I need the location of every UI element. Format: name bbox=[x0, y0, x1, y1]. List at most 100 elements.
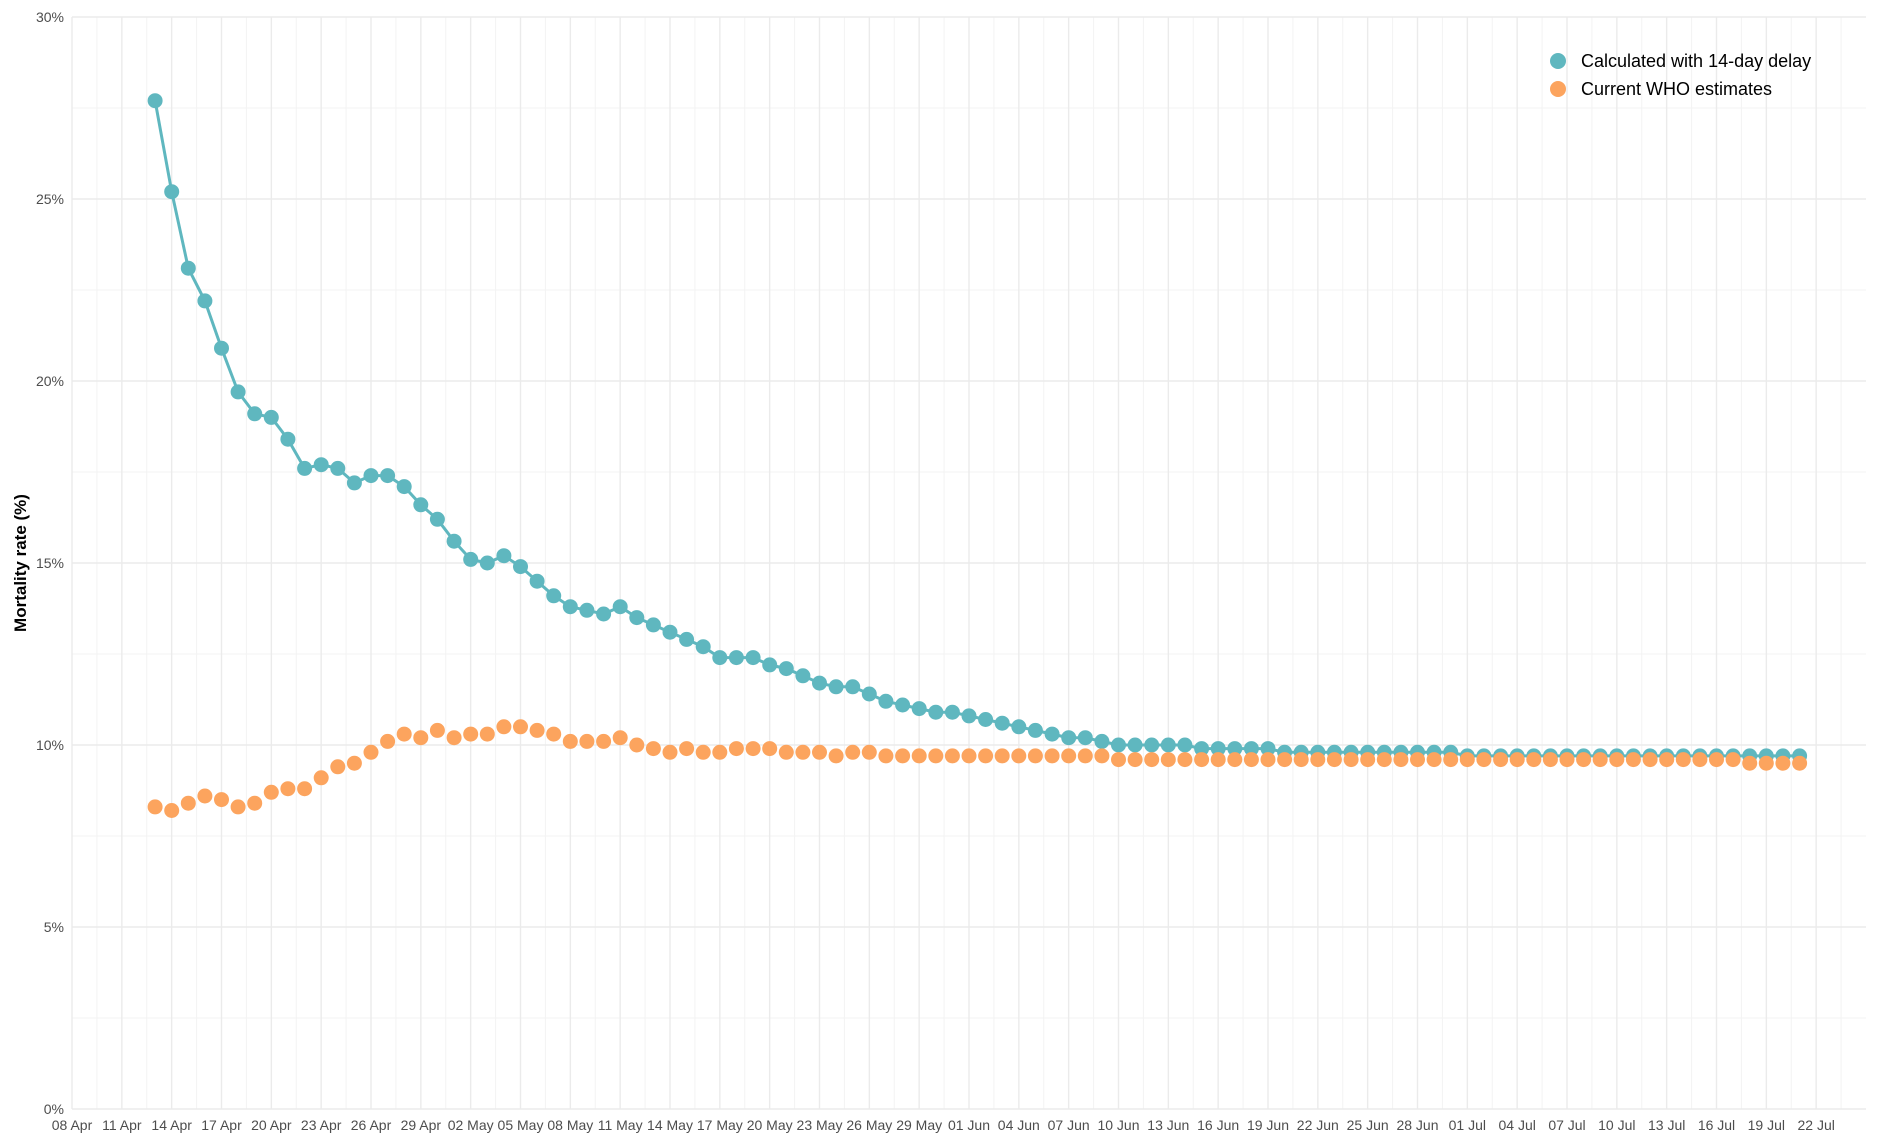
data-point-series-0 bbox=[247, 406, 263, 422]
data-point-series-1 bbox=[1094, 748, 1110, 764]
data-point-series-1 bbox=[1509, 752, 1525, 768]
data-point-series-1 bbox=[1443, 752, 1459, 768]
data-point-series-1 bbox=[1592, 752, 1608, 768]
x-tick-label: 10 Jul bbox=[1598, 1117, 1635, 1133]
data-point-series-0 bbox=[812, 675, 827, 691]
x-tick-label: 16 Jun bbox=[1197, 1117, 1239, 1133]
data-point-series-0 bbox=[396, 479, 412, 495]
x-tick-label: 05 May bbox=[498, 1117, 544, 1133]
data-point-series-1 bbox=[479, 726, 495, 742]
data-point-series-1 bbox=[845, 744, 861, 760]
x-tick-label: 23 Apr bbox=[301, 1117, 342, 1133]
data-point-series-1 bbox=[297, 781, 313, 797]
x-tick-label: 20 May bbox=[747, 1117, 793, 1133]
data-point-series-0 bbox=[546, 588, 562, 604]
x-tick-label: 19 Jun bbox=[1247, 1117, 1289, 1133]
data-point-series-1 bbox=[911, 748, 927, 764]
data-point-series-0 bbox=[944, 704, 960, 720]
data-point-series-1 bbox=[197, 788, 213, 804]
major-gridlines bbox=[71, 16, 1866, 1110]
data-point-series-1 bbox=[529, 722, 545, 738]
x-tick-label: 10 Jun bbox=[1097, 1117, 1139, 1133]
data-point-series-1 bbox=[994, 748, 1010, 764]
data-point-series-1 bbox=[1692, 752, 1708, 768]
x-tick-label: 17 Apr bbox=[201, 1117, 242, 1133]
data-point-series-1 bbox=[1410, 752, 1425, 768]
data-point-series-1 bbox=[828, 748, 844, 764]
data-point-series-1 bbox=[928, 748, 944, 764]
data-point-series-1 bbox=[778, 744, 794, 760]
data-point-series-0 bbox=[878, 693, 894, 709]
data-point-series-1 bbox=[1111, 752, 1126, 768]
data-point-series-0 bbox=[313, 457, 329, 473]
data-point-series-1 bbox=[1077, 748, 1093, 764]
data-point-series-1 bbox=[1210, 752, 1226, 768]
x-tick-label: 29 May bbox=[896, 1117, 942, 1133]
data-point-series-1 bbox=[164, 803, 180, 818]
x-tick-label: 22 Jun bbox=[1297, 1117, 1339, 1133]
data-point-series-0 bbox=[928, 704, 944, 720]
y-tick-label: 15% bbox=[36, 555, 64, 571]
x-tick-label: 23 May bbox=[797, 1117, 843, 1133]
data-point-series-1 bbox=[330, 759, 346, 775]
data-point-series-1 bbox=[712, 744, 728, 760]
data-point-series-0 bbox=[828, 679, 844, 695]
data-point-series-1 bbox=[513, 719, 528, 735]
x-tick-label: 26 May bbox=[846, 1117, 892, 1133]
data-point-series-0 bbox=[911, 701, 927, 717]
data-point-series-1 bbox=[1526, 752, 1542, 768]
data-point-series-1 bbox=[214, 792, 229, 808]
data-point-series-1 bbox=[1393, 752, 1409, 768]
x-tick-label: 07 Jul bbox=[1548, 1117, 1585, 1133]
data-point-series-0 bbox=[446, 533, 462, 549]
data-point-series-1 bbox=[1144, 752, 1160, 768]
y-axis-tick-labels: 0% 5% 10% 15% 20% 25% 30% bbox=[36, 9, 64, 1117]
data-point-series-1 bbox=[1742, 755, 1758, 771]
data-point-series-0 bbox=[679, 631, 695, 647]
data-point-series-0 bbox=[596, 606, 612, 622]
data-point-series-1 bbox=[662, 744, 678, 760]
data-point-series-1 bbox=[1277, 752, 1293, 768]
data-point-series-0 bbox=[197, 293, 213, 309]
x-tick-label: 11 Apr bbox=[102, 1117, 142, 1133]
x-tick-label: 08 May bbox=[547, 1117, 593, 1133]
data-point-series-0 bbox=[1111, 737, 1126, 753]
data-point-series-0 bbox=[1144, 737, 1160, 753]
x-tick-label: 13 Jul bbox=[1648, 1117, 1685, 1133]
data-point-series-1 bbox=[795, 744, 811, 760]
data-point-series-1 bbox=[313, 770, 329, 786]
data-point-series-1 bbox=[1459, 752, 1475, 768]
data-point-series-1 bbox=[944, 748, 960, 764]
data-point-series-1 bbox=[1326, 752, 1342, 768]
y-tick-label: 30% bbox=[36, 9, 64, 25]
data-point-series-0 bbox=[463, 551, 479, 567]
x-tick-label: 16 Jul bbox=[1698, 1117, 1735, 1133]
data-point-series-0 bbox=[1127, 737, 1143, 753]
data-point-series-1 bbox=[1426, 752, 1442, 768]
data-point-series-1 bbox=[978, 748, 994, 764]
data-point-series-0 bbox=[380, 468, 396, 484]
data-point-series-1 bbox=[1642, 752, 1658, 768]
data-point-series-0 bbox=[496, 548, 512, 564]
data-point-series-1 bbox=[612, 730, 628, 746]
y-tick-label: 0% bbox=[44, 1101, 64, 1117]
data-point-series-0 bbox=[895, 697, 911, 713]
data-point-series-1 bbox=[1011, 748, 1027, 764]
x-tick-label: 14 Apr bbox=[151, 1117, 192, 1133]
data-point-series-0 bbox=[1243, 741, 1259, 757]
data-point-series-0 bbox=[762, 657, 778, 673]
data-point-series-1 bbox=[446, 730, 462, 746]
y-tick-label: 10% bbox=[36, 737, 64, 753]
x-tick-label: 22 Jul bbox=[1797, 1117, 1834, 1133]
data-point-series-1 bbox=[596, 733, 612, 749]
data-point-series-1 bbox=[562, 733, 578, 749]
data-point-series-0 bbox=[263, 409, 279, 425]
data-point-series-1 bbox=[1725, 752, 1741, 768]
data-point-series-1 bbox=[1775, 755, 1791, 771]
data-point-series-0 bbox=[346, 475, 362, 491]
data-point-series-0 bbox=[1044, 726, 1060, 742]
data-point-series-0 bbox=[845, 679, 861, 695]
data-point-series-1 bbox=[1243, 752, 1259, 768]
data-point-series-1 bbox=[1609, 752, 1625, 768]
data-point-series-0 bbox=[961, 708, 977, 724]
